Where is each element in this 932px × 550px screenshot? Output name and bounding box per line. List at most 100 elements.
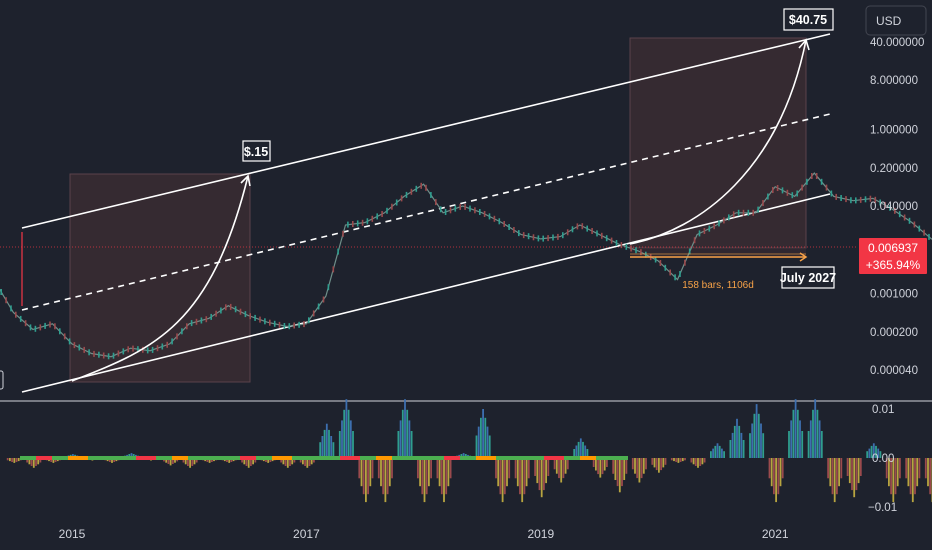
oscillator-axis-tick-label: −0.01 <box>868 502 897 514</box>
oscillator-bar <box>208 458 211 463</box>
oscillator-bar <box>829 458 832 487</box>
oscillator-bar <box>721 448 723 458</box>
price-candle <box>640 249 642 256</box>
oscillator-bar <box>545 458 547 484</box>
oscillator-bar <box>343 409 346 458</box>
oscillator-zero-dot <box>528 456 532 460</box>
oscillator-bar <box>710 451 712 458</box>
oscillator-bar <box>410 431 413 458</box>
oscillator-bar <box>877 448 880 458</box>
oscillator-zero-dot <box>276 456 280 460</box>
oscillator-zero-dot <box>548 456 552 460</box>
price-candle <box>815 173 818 179</box>
currency-button[interactable]: USD <box>865 5 927 36</box>
oscillator-zero-dot <box>584 456 588 460</box>
date-axis: 2015201720192021202320252027 <box>59 527 789 541</box>
oscillator-bar <box>733 425 736 458</box>
price-candle <box>361 219 364 226</box>
price-candle <box>762 200 764 206</box>
oscillator-bar <box>792 409 795 458</box>
callout-top-target-text: $40.75 <box>789 13 827 27</box>
oscillator-zero-dot <box>200 456 204 460</box>
price-candle <box>806 178 808 185</box>
oscillator-zero-dot <box>192 456 196 460</box>
oscillator-bar <box>851 458 853 491</box>
oscillator-bar <box>899 458 901 479</box>
oscillator-zero-dot <box>416 456 420 460</box>
price-candle <box>850 197 852 204</box>
price-candle <box>225 304 227 311</box>
oscillator-bar <box>582 441 584 458</box>
oscillator-bar <box>475 435 478 458</box>
oscillator-zero-dot <box>184 456 188 460</box>
oscillator-zero-dot <box>228 456 232 460</box>
oscillator-bar <box>39 458 42 463</box>
price-candle <box>859 196 862 203</box>
oscillator-bar <box>660 458 662 471</box>
price-candle <box>229 303 232 310</box>
oscillator-bar <box>391 458 393 479</box>
oscillator-bar <box>521 458 524 503</box>
oscillator-bar <box>675 458 678 462</box>
price-axis-tick-label: 0.000040 <box>870 365 918 377</box>
oscillator-bar <box>419 458 421 487</box>
oscillator-bar <box>388 458 391 487</box>
oscillator-bar <box>384 458 387 503</box>
price-candle <box>566 229 569 236</box>
price-candle <box>518 230 520 237</box>
oscillator-zero-dot <box>336 456 340 460</box>
price-candle <box>703 228 706 234</box>
oscillator-bar <box>796 409 799 458</box>
oscillator-bar <box>430 458 432 479</box>
oscillator-bar <box>848 458 851 484</box>
oscillator-bar <box>35 458 37 466</box>
oscillator-zero-dot <box>408 456 412 460</box>
oscillator-bar <box>358 458 361 479</box>
oscillator-bar <box>740 432 743 458</box>
price-candle <box>918 225 921 232</box>
callout-peak: $.15 <box>242 140 271 162</box>
price-candle <box>288 323 291 330</box>
oscillator-bar <box>365 458 367 503</box>
oscillator-bar <box>918 458 921 479</box>
price-candle <box>913 221 916 228</box>
oscillator-bar <box>52 458 55 463</box>
oscillator-bar <box>560 458 563 483</box>
price-candle <box>581 223 584 230</box>
oscillator-bar <box>401 409 404 458</box>
oscillator-zero-dot <box>80 456 84 460</box>
price-candle <box>122 348 125 355</box>
oscillator-zero-dot <box>576 456 580 460</box>
oscillator-bar <box>352 431 354 458</box>
price-candle <box>586 225 588 232</box>
oscillator-bar <box>527 458 530 479</box>
price-candle <box>684 259 686 266</box>
oscillator-bar <box>191 458 194 466</box>
oscillator-zero-dot <box>188 456 192 460</box>
price-candle <box>410 188 413 195</box>
range-box-2024-2027-lower <box>630 248 806 258</box>
oscillator-zero-dot <box>348 456 352 460</box>
oscillator-zero-dot <box>384 456 388 460</box>
oscillator-bar <box>894 458 897 495</box>
price-candle <box>244 311 247 318</box>
range-box-2024-2027 <box>629 37 807 249</box>
price-candle <box>156 345 159 352</box>
oscillator-zero-dot <box>468 456 472 460</box>
price-candle <box>562 232 564 239</box>
price-candle <box>747 209 750 216</box>
oscillator-bar <box>799 420 801 458</box>
oscillator-axis-tick-label: 0.00 <box>872 453 894 465</box>
oscillator-bar <box>592 458 595 467</box>
oscillator-bar <box>896 458 899 487</box>
oscillator-bar <box>790 420 793 458</box>
oscillator-bar <box>447 458 450 487</box>
oscillator-bar <box>684 458 686 461</box>
oscillator-bar <box>360 458 363 487</box>
oscillator-bar <box>482 409 484 458</box>
oscillator-bar <box>486 426 489 458</box>
price-candle <box>273 320 276 327</box>
oscillator-zero-dot <box>604 456 608 460</box>
oscillator-bar <box>399 420 402 458</box>
